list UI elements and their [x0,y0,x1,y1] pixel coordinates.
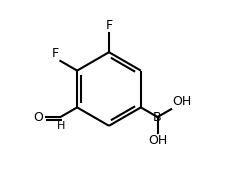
Text: OH: OH [147,134,167,147]
Text: B: B [153,111,161,124]
Text: OH: OH [171,95,191,108]
Text: F: F [51,47,58,60]
Text: H: H [57,121,65,131]
Text: O: O [33,111,43,124]
Text: F: F [105,19,112,32]
